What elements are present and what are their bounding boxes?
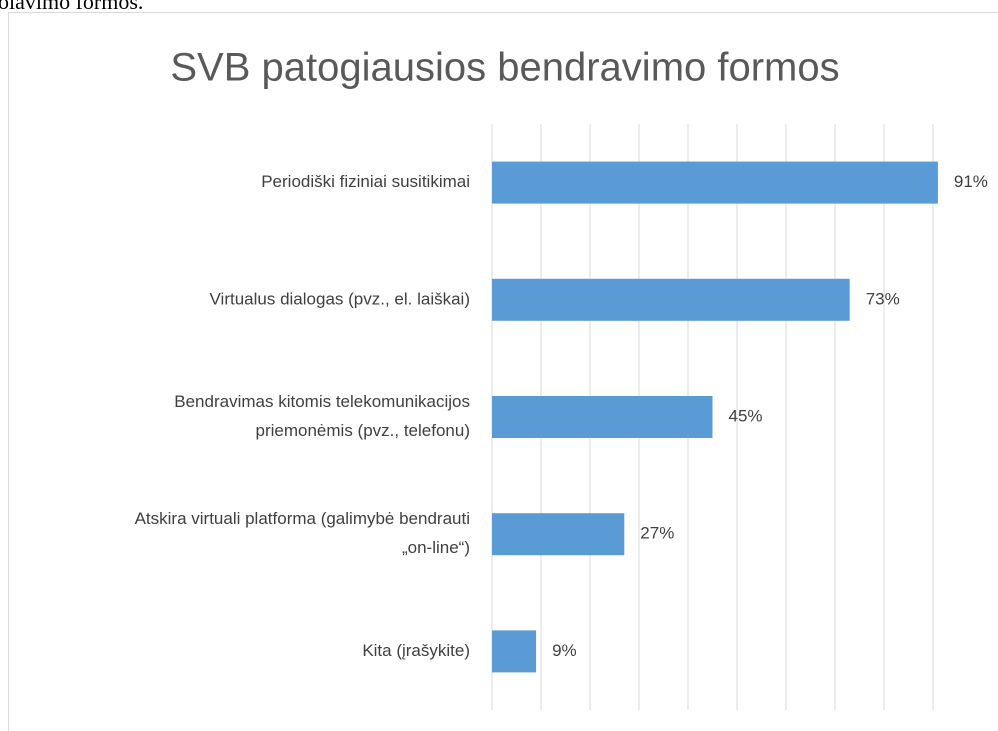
- data-label: 45%: [729, 406, 763, 425]
- bar: [492, 513, 625, 556]
- bar: [492, 396, 713, 438]
- y-tick-label: Periodiški fiziniai susitikimai: [261, 172, 470, 191]
- y-tick-label: Virtualus dialogas (pvz., el. laiškai): [210, 289, 470, 308]
- data-label: 91%: [954, 172, 988, 191]
- data-label: 73%: [866, 289, 900, 308]
- data-label: 9%: [552, 641, 577, 660]
- page-text: olavimo formos.: [0, 0, 143, 14]
- data-label: 27%: [640, 524, 674, 543]
- y-tick-label: „on-line“): [402, 538, 470, 557]
- bar: [492, 278, 850, 321]
- y-tick-label: Atskira virtuali platforma (galimybė ben…: [135, 509, 470, 528]
- y-tick-label: Bendravimas kitomis telekomunikacijos: [174, 392, 470, 411]
- bar: [492, 630, 537, 673]
- y-tick-label: Kita (įrašykite): [362, 641, 470, 660]
- bar: [492, 161, 938, 204]
- chart-border: [8, 12, 998, 731]
- y-tick-label: priemonėmis (pvz., telefonu): [256, 421, 470, 440]
- chart-title: SVB patogiausios bendravimo formos: [170, 46, 839, 90]
